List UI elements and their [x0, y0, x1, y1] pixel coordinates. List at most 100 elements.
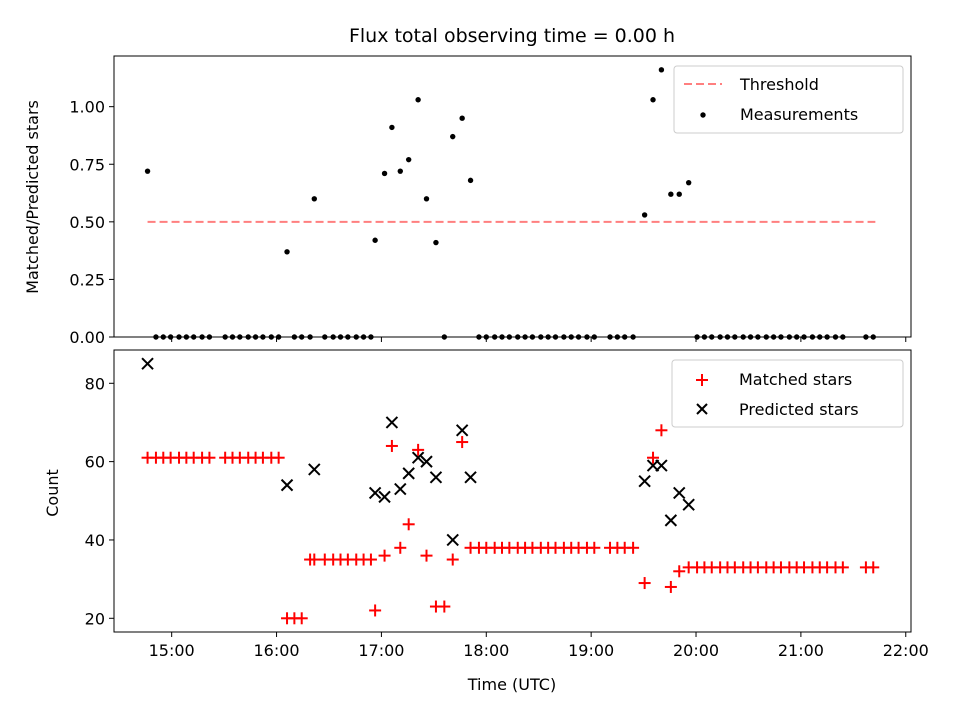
predicted-stars-point: [385, 416, 399, 429]
matched-stars-point: [295, 612, 308, 625]
matched-stars-legend-swatch: [696, 374, 708, 386]
bottom-y-tick-label: 60: [85, 453, 105, 472]
matched-stars-point: [446, 553, 459, 566]
predicted-stars-point: [420, 455, 433, 468]
measurements-point: [423, 196, 430, 202]
measurements-point: [450, 133, 456, 140]
bottom-legend-box: [671, 359, 904, 428]
matched-stars-point: [438, 600, 451, 613]
bottom-y-tick-label: 20: [85, 609, 105, 628]
measurements-legend-swatch: [700, 112, 706, 118]
matched-stars-point: [364, 553, 377, 566]
predicted-stars-point: [429, 471, 443, 484]
predicted-stars-point: [141, 357, 154, 370]
top-legend-box: [673, 65, 904, 134]
predicted-stars-point: [394, 482, 407, 496]
bottom-plot-marks: [141, 357, 880, 625]
predicted-stars-point: [455, 424, 469, 437]
top-legend: Threshold Measurements: [673, 65, 904, 134]
matched-stars-point: [867, 561, 880, 574]
measurements-point: [372, 237, 378, 243]
top-axis-ticks: 0.00 0.25 0.50 0.75 1.00: [69, 98, 907, 347]
matched-stars-point: [369, 604, 382, 617]
matched-stars-point: [664, 580, 677, 593]
bottom-y-tick-label: 40: [85, 531, 105, 550]
matched-stars-point: [588, 541, 601, 554]
matched-stars-point: [673, 565, 686, 578]
matched-stars-point: [272, 451, 285, 464]
predicted-stars-point: [402, 467, 415, 480]
top-y-tick-label: 1.00: [69, 98, 105, 117]
matched-stars-point: [394, 541, 407, 554]
top-y-tick-label: 0.25: [69, 270, 105, 289]
measurements-point: [415, 97, 421, 103]
predicted-stars-legend-label: Predicted stars: [739, 400, 859, 419]
matched-stars-point: [836, 561, 849, 574]
predicted-stars-point: [446, 533, 459, 547]
measurements-point: [685, 179, 692, 186]
measurements-point: [397, 168, 403, 174]
predicted-stars-point: [655, 459, 668, 472]
bottom-y-tick-label: 80: [85, 374, 105, 393]
matched-stars-point: [655, 424, 668, 437]
matched-stars-legend-label: Matched stars: [739, 370, 852, 389]
matched-stars-point: [402, 518, 415, 531]
measurements-point: [144, 168, 151, 174]
bottom-x-tick-label: 21:00: [778, 641, 824, 660]
top-y-tick-label: 0.00: [69, 328, 105, 347]
bottom-panel: Count Time (UTC) 20 40 60 80 15:00 16:00 17:00…: [43, 349, 929, 694]
bottom-x-tick-label: 22:00: [883, 641, 929, 660]
predicted-stars-point: [673, 486, 686, 500]
matched-stars-point: [412, 443, 425, 456]
top-y-tick-label: 0.50: [69, 213, 105, 232]
bottom-x-tick-label: 17:00: [358, 641, 404, 660]
measurements-point: [641, 212, 648, 218]
matched-stars-point: [420, 549, 433, 562]
measurements-point: [405, 156, 412, 163]
matched-stars-point: [638, 577, 651, 590]
top-panel: Flux total observing time = 0.00 h Match…: [23, 25, 912, 347]
predicted-stars-point: [368, 486, 382, 500]
matched-stars-point: [308, 553, 321, 566]
predicted-stars-point: [682, 498, 695, 511]
bottom-x-tick-label: 19:00: [568, 641, 614, 660]
matched-stars-point: [647, 451, 660, 464]
predicted-stars-point: [638, 475, 651, 488]
bottom-axis-ticks: 20 40 60 80 15:00 16:00 17:00 18:00 19:00 20:00 21…: [85, 374, 929, 660]
chart-title: Flux total observing time = 0.00 h: [349, 25, 675, 47]
bottom-legend: Matched stars Predicted stars: [671, 359, 904, 428]
measurements-point: [467, 177, 474, 184]
measurements-point: [658, 67, 665, 73]
measurements-point: [668, 191, 674, 197]
measurements-point: [381, 170, 388, 177]
top-y-axis-label: Matched/Predicted stars: [23, 100, 42, 294]
bottom-x-tick-label: 16:00: [253, 641, 299, 660]
matched-stars-point: [627, 541, 640, 554]
threshold-legend-label: Threshold: [739, 75, 819, 94]
measurements-point: [389, 124, 395, 131]
x-axis-label: Time (UTC): [467, 675, 556, 694]
matched-stars-point: [378, 549, 391, 562]
predicted-stars-point: [664, 514, 678, 527]
measurements-point: [459, 115, 465, 121]
measurements-point: [311, 196, 317, 202]
measurements-point: [676, 191, 682, 197]
matched-stars-point: [456, 436, 469, 449]
measurements-point: [284, 249, 290, 255]
bottom-y-axis-label: Count: [43, 469, 62, 517]
measurements-legend-label: Measurements: [740, 105, 858, 124]
predicted-stars-point: [411, 451, 425, 464]
predicted-stars-point: [280, 478, 294, 492]
predicted-stars-legend-swatch: [696, 403, 708, 415]
matched-stars-point: [385, 439, 398, 452]
predicted-stars-point: [464, 471, 477, 484]
measurements-point: [433, 239, 439, 246]
matched-stars-point: [203, 451, 216, 464]
bottom-x-tick-label: 20:00: [673, 641, 719, 660]
bottom-x-tick-label: 18:00: [463, 641, 509, 660]
bottom-x-tick-label: 15:00: [149, 641, 195, 660]
predicted-stars-point: [308, 463, 321, 476]
bottom-plot-frame: [113, 349, 912, 633]
top-plot-frame: [113, 55, 912, 338]
